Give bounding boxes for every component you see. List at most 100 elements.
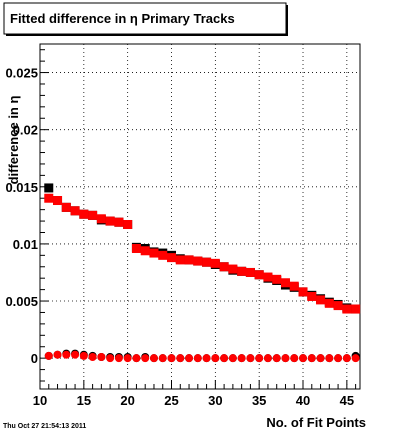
data-point-circle <box>97 353 106 362</box>
data-point-square <box>280 278 290 288</box>
data-point-square <box>342 304 352 314</box>
grid-lines <box>39 44 360 389</box>
y-tick-label: 0.005 <box>5 294 38 309</box>
data-point-square <box>70 206 80 216</box>
data-point-square <box>175 255 185 265</box>
title-box: Fitted difference in η Primary Tracks <box>3 2 288 36</box>
y-tick-label: 0.01 <box>13 237 38 252</box>
data-point-circle <box>114 354 123 363</box>
y-axis-title: difference in η <box>6 96 21 185</box>
data-point-circle <box>290 354 299 363</box>
data-point-circle <box>185 354 194 363</box>
data-point-square <box>316 295 326 305</box>
x-tick-label: 35 <box>252 393 266 408</box>
data-point-circle <box>106 354 115 363</box>
data-point-square <box>219 262 229 272</box>
data-point-square <box>237 266 247 276</box>
data-point-circle <box>211 354 220 363</box>
title-frame <box>3 2 287 35</box>
data-point-square <box>44 183 54 193</box>
data-point-circle <box>220 354 229 363</box>
data-point-circle <box>272 354 281 363</box>
data-point-square <box>333 301 343 311</box>
x-tick-label: 20 <box>120 393 134 408</box>
data-point-circle <box>246 354 255 363</box>
timestamp: Thu Oct 27 21:54:13 2011 <box>3 423 86 430</box>
y-tick-label: 0.025 <box>5 66 38 81</box>
data-point-square <box>149 248 159 258</box>
data-point-circle <box>88 353 97 362</box>
data-point-circle <box>193 354 202 363</box>
data-point-circle <box>351 354 360 363</box>
data-point-square <box>245 267 255 277</box>
data-point-square <box>123 219 133 229</box>
x-axis-title: No. of Fit Points <box>266 415 366 430</box>
x-tick-label: 40 <box>296 393 310 408</box>
data-point-square <box>324 298 334 308</box>
data-point-square <box>351 304 361 314</box>
title-frame-shadow-bottom <box>6 34 288 36</box>
data-point-circle <box>71 350 80 359</box>
data-markers <box>44 183 361 363</box>
data-point-square <box>272 274 282 284</box>
data-point-circle <box>307 354 316 363</box>
data-point-circle <box>334 354 343 363</box>
x-tick-label: 10 <box>33 393 47 408</box>
data-point-square <box>131 243 141 253</box>
data-point-circle <box>149 354 158 363</box>
data-point-square <box>114 217 124 227</box>
data-point-square <box>44 193 54 203</box>
data-point-square <box>53 196 63 206</box>
data-point-circle <box>79 351 88 360</box>
data-point-square <box>289 281 299 291</box>
data-point-circle <box>299 354 308 363</box>
data-point-circle <box>141 354 150 363</box>
data-point-circle <box>202 354 211 363</box>
data-point-circle <box>62 350 71 359</box>
data-point-square <box>307 291 317 301</box>
data-point-circle <box>123 354 132 363</box>
data-point-circle <box>44 351 53 360</box>
data-point-square <box>61 202 71 212</box>
data-point-circle <box>132 354 141 363</box>
y-tick-label: 0 <box>31 351 38 366</box>
data-point-square <box>167 253 177 263</box>
data-point-square <box>298 287 308 297</box>
data-point-circle <box>316 354 325 363</box>
tick-labels: 10 15 20 25 30 35 40 45 0 0.005 0.01 0.015 0.02 0.025 <box>5 66 354 408</box>
data-point-circle <box>53 350 62 359</box>
x-tick-label: 45 <box>340 393 354 408</box>
data-point-square <box>88 210 98 220</box>
y-tick-label: 0.015 <box>5 180 38 195</box>
data-point-square <box>228 264 238 274</box>
data-point-square <box>79 209 89 219</box>
data-point-circle <box>158 354 167 363</box>
data-point-square <box>254 270 264 280</box>
data-point-circle <box>237 354 246 363</box>
data-point-circle <box>176 354 185 363</box>
data-point-square <box>184 255 194 265</box>
y-tick-label: 0.02 <box>13 123 38 138</box>
data-point-square <box>158 250 168 260</box>
data-point-square <box>210 258 220 268</box>
data-point-square <box>140 246 150 256</box>
x-tick-label: 25 <box>164 393 178 408</box>
data-point-square <box>96 214 106 224</box>
axis-ticks <box>39 49 357 389</box>
x-tick-label: 30 <box>208 393 222 408</box>
data-point-circle <box>263 354 272 363</box>
data-point-square <box>263 272 273 282</box>
data-point-square <box>193 256 203 266</box>
plot-area <box>39 43 361 390</box>
title-frame-shadow <box>286 5 288 36</box>
data-point-circle <box>228 354 237 363</box>
data-point-circle <box>281 354 290 363</box>
chart-title: Fitted difference in η Primary Tracks <box>10 11 235 26</box>
data-point-square <box>105 216 115 226</box>
data-point-circle <box>325 354 334 363</box>
data-point-circle <box>342 354 351 363</box>
data-point-circle <box>255 354 264 363</box>
data-point-circle <box>167 354 176 363</box>
x-tick-label: 15 <box>77 393 91 408</box>
